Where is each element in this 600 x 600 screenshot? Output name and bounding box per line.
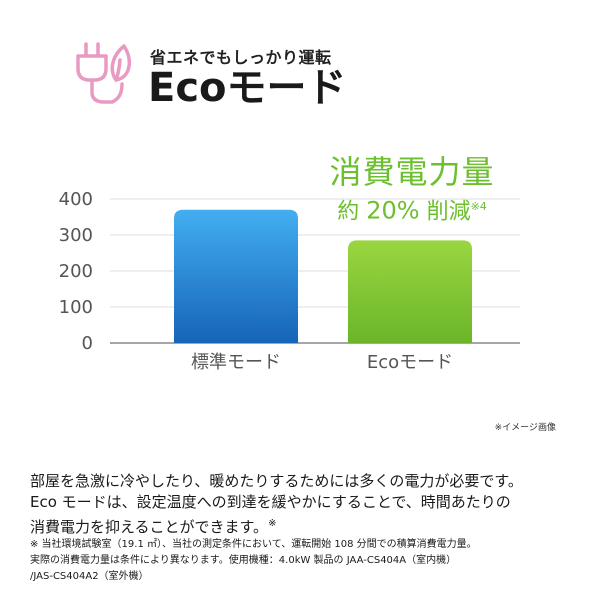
callout-percent: 20% [366,196,420,225]
power-consumption-chart: 0 100 200 300 400 標準モード Ecoモード [59,189,520,373]
mode-title: Ecoモード [148,65,347,111]
description: 部屋を急激に冷やしたり、暖めたりするためには多くの電力が必要です。 Eco モー… [30,471,575,538]
y-tick-label: 300 [59,225,93,246]
plug-leaf-icon [76,42,132,104]
eco-mode-header: 省エネでもしっかり運転 Ecoモード [72,36,402,116]
callout-suffix: 削減 [426,199,471,225]
callout-savings: 約 20% 削減※4 [322,192,502,227]
footnote-line: /JAS-CS404A2（室外機） [30,571,149,582]
description-line: 部屋を急激に冷やしたり、暖めたりするためには多くの電力が必要です。 [30,472,523,490]
x-category-label: Ecoモード [367,352,453,373]
tagline: 省エネでもしっかり運転 [150,48,332,67]
bar-standard-mode [174,209,298,343]
footnote-line: 実際の消費電力量は条件により異なります。使用機種：4.0kW 製品の JAA-C… [30,555,457,566]
description-line: Eco モードは、設定温度への到達を緩やかにすることで、時間あたりの [30,493,511,511]
bar-eco-mode [348,240,472,343]
image-note: ※イメージ画像 [494,423,556,433]
y-tick-label: 100 [59,297,93,318]
callout-title: 消費電力量 [329,153,495,191]
description-line: 消費電力を抑えることができます。※ [30,513,575,538]
description-footnote-mark: ※ [268,518,277,529]
y-tick-label: 400 [59,189,93,210]
x-category-label: 標準モード [191,352,281,373]
y-tick-label: 0 [82,333,93,354]
footnote-line: ※ 当社環境試験室（19.1 ㎡）、当社の測定条件において、運転開始 108 分… [30,539,477,550]
footnote: ※ 当社環境試験室（19.1 ㎡）、当社の測定条件において、運転開始 108 分… [30,537,578,585]
callout-footnote-mark: ※4 [470,200,487,213]
y-tick-label: 200 [59,261,93,282]
savings-callout: 消費電力量 約 20% 削減※4 [322,152,502,227]
callout-prefix: 約 [337,199,360,225]
description-line-text: 消費電力を抑えることができます。 [30,518,269,536]
